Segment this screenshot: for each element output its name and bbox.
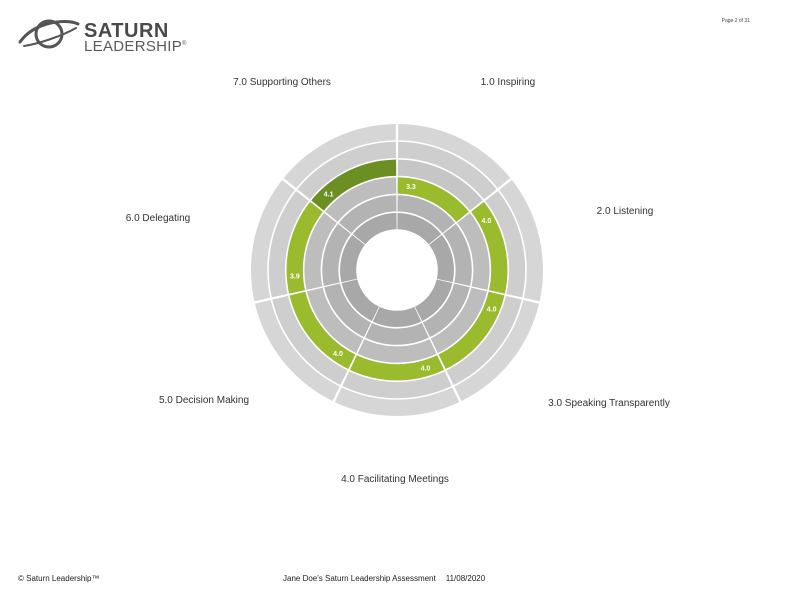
segment-ring bbox=[352, 213, 397, 245]
page-number: Page 2 of 31 bbox=[721, 18, 750, 24]
value-label: 4.0 bbox=[421, 366, 431, 373]
trademark: ® bbox=[182, 41, 187, 47]
segment-ring bbox=[324, 283, 372, 338]
brand-line1: SATURN bbox=[84, 20, 169, 42]
segment-5 bbox=[254, 279, 379, 401]
score-bar bbox=[311, 159, 397, 211]
segment-ring bbox=[398, 124, 511, 189]
footer-report-title: Jane Doe's Saturn Leadership Assessment bbox=[283, 574, 436, 583]
segment-ring bbox=[342, 371, 452, 399]
value-label: 4.0 bbox=[482, 218, 492, 225]
category-label: 1.0 Inspiring bbox=[481, 77, 535, 88]
segment-ring bbox=[397, 159, 483, 211]
segment-ring bbox=[322, 223, 351, 287]
segment-ring bbox=[485, 190, 526, 298]
segment-ring bbox=[339, 234, 365, 283]
segment-ring bbox=[334, 387, 460, 417]
segment-ring bbox=[397, 195, 456, 234]
segment-ring bbox=[254, 299, 340, 401]
segment-4 bbox=[334, 306, 460, 417]
segment-ring bbox=[365, 323, 429, 345]
brand-line2: LEADERSHIP® bbox=[84, 38, 187, 55]
segment-ring bbox=[443, 223, 472, 287]
saturn-leadership-logo: SATURN LEADERSHIP® bbox=[16, 16, 186, 56]
segment-ring bbox=[372, 306, 422, 328]
segment-ring bbox=[397, 141, 497, 200]
segment-ring bbox=[338, 195, 397, 234]
segment-1 bbox=[397, 124, 511, 245]
saturn-planet-icon bbox=[18, 19, 80, 49]
footer-date: 11/08/2020 bbox=[445, 574, 486, 583]
value-label: 4.1 bbox=[324, 191, 334, 198]
segment-ring bbox=[272, 295, 348, 386]
segment-ring bbox=[268, 190, 309, 298]
value-label: 4.0 bbox=[487, 306, 497, 313]
segment-ring bbox=[397, 213, 442, 245]
score-bar bbox=[349, 355, 445, 381]
score-bar bbox=[471, 201, 508, 294]
segment-ring bbox=[499, 179, 543, 302]
category-label: 5.0 Decision Making bbox=[159, 395, 249, 406]
center-hole bbox=[357, 230, 437, 310]
score-bar bbox=[397, 177, 469, 222]
segment-ring bbox=[341, 279, 379, 322]
value-label: 3.9 bbox=[290, 273, 300, 280]
segment-ring bbox=[457, 212, 490, 290]
segment-ring bbox=[446, 295, 522, 386]
brand-line2-text: LEADERSHIP bbox=[84, 38, 183, 55]
segment-ring bbox=[357, 339, 437, 363]
score-bar bbox=[289, 291, 356, 370]
category-label: 6.0 Delegating bbox=[126, 213, 191, 224]
segment-ring bbox=[422, 283, 470, 338]
segment-ring bbox=[297, 141, 397, 200]
segment-ring bbox=[325, 177, 397, 222]
segment-ring bbox=[415, 279, 453, 322]
segment-ring bbox=[304, 212, 337, 290]
category-label: 4.0 Facilitating Meetings bbox=[341, 474, 449, 485]
score-bar bbox=[286, 201, 323, 294]
score-bar bbox=[438, 291, 505, 370]
category-label: 2.0 Listening bbox=[597, 206, 654, 217]
segment-3 bbox=[415, 279, 540, 401]
segment-ring bbox=[430, 287, 488, 354]
footer-report-info: Jane Doe's Saturn Leadership Assessment 1… bbox=[283, 574, 485, 583]
segment-7 bbox=[283, 124, 397, 245]
segment-6 bbox=[251, 179, 365, 302]
segment-ring bbox=[251, 179, 295, 302]
segment-ring bbox=[306, 287, 364, 354]
segment-ring bbox=[283, 124, 396, 189]
value-label: 4.0 bbox=[333, 351, 343, 358]
category-label: 7.0 Supporting Others bbox=[233, 77, 331, 88]
category-label: 3.0 Speaking Transparently bbox=[548, 398, 670, 409]
segment-ring bbox=[429, 234, 454, 283]
segment-2 bbox=[429, 179, 543, 302]
value-label: 3.3 bbox=[406, 184, 416, 191]
footer-copyright: © Saturn Leadership™ bbox=[18, 574, 100, 583]
segment-ring bbox=[454, 299, 540, 401]
